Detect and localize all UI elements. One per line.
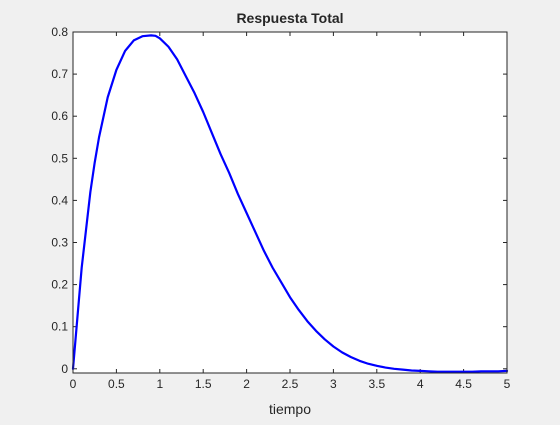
y-tick-label: 0.2	[51, 278, 68, 292]
x-tick-label: 4	[417, 377, 424, 391]
y-tick-label: 0.3	[51, 235, 68, 249]
y-tick-label: 0.4	[51, 193, 68, 207]
x-tick-label: 5	[504, 377, 511, 391]
x-tick-label: 2.5	[282, 377, 299, 391]
plot-frame	[72, 31, 508, 374]
chart-title: Respuesta Total	[236, 10, 343, 26]
y-tick-label: 0.1	[51, 320, 68, 334]
y-tick-label: 0	[61, 362, 68, 376]
y-tick-label: 0.5	[51, 151, 68, 165]
series-line	[71, 34, 509, 373]
x-tick-label: 3.5	[368, 377, 385, 391]
x-tick-label: 1.5	[195, 377, 212, 391]
x-tick-label: 0.5	[108, 377, 125, 391]
x-tick-label: 2	[243, 377, 250, 391]
y-tick-label: 0.8	[51, 25, 68, 39]
x-tick-label: 0	[70, 377, 77, 391]
series-layer	[71, 34, 509, 373]
y-tick-label: 0.7	[51, 67, 68, 81]
y-tick-label: 0.6	[51, 109, 68, 123]
x-tick-label: 4.5	[455, 377, 472, 391]
x-tick-label: 1	[156, 377, 163, 391]
x-tick-label: 3	[330, 377, 337, 391]
plot-area	[73, 32, 507, 373]
axis-tick-labels: 0 0.5 1 1.5 2 2.5 3 3.5 4 4.5 5 0 0.1 0.2 0.3 0.4 0.5 0.6…	[51, 25, 510, 391]
x-axis-label: tiempo	[269, 401, 311, 417]
